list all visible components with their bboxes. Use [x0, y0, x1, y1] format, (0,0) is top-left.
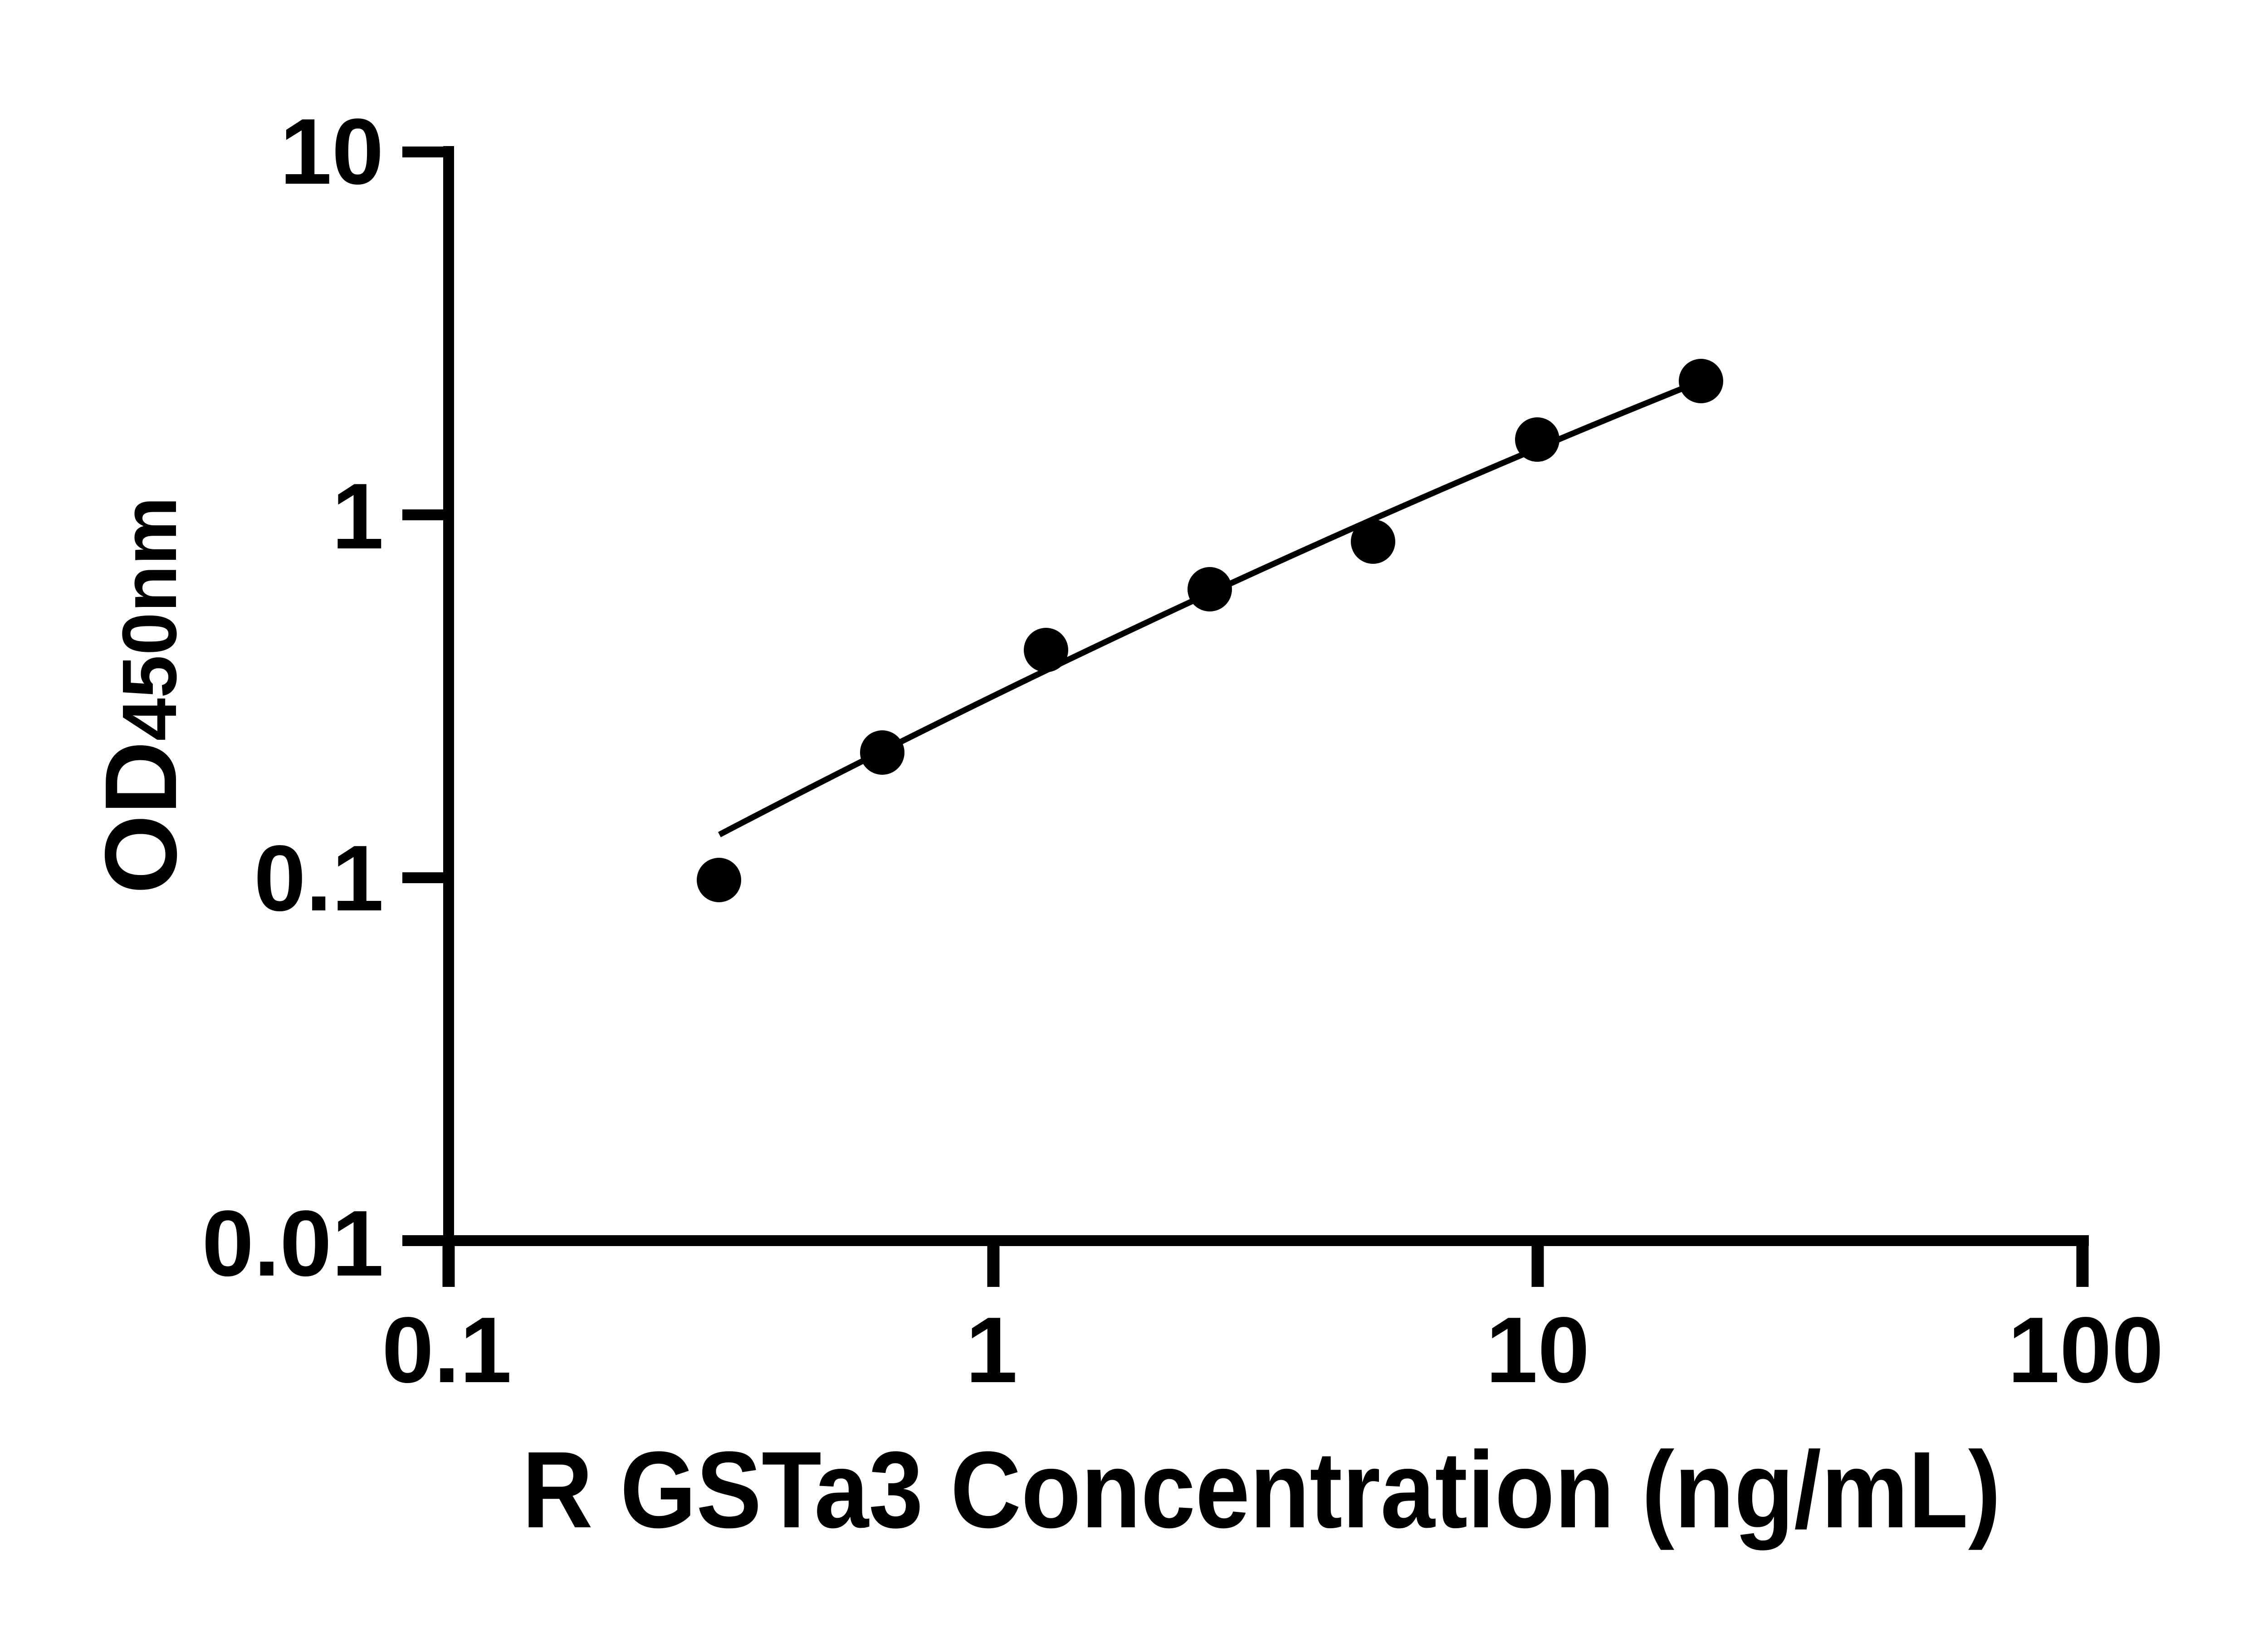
svg-text:1: 1: [332, 464, 384, 568]
svg-text:100: 100: [2008, 1298, 2164, 1402]
svg-text:R GSTa3 Concentration (ng/mL): R GSTa3 Concentration (ng/mL): [522, 1429, 2001, 1550]
svg-text:0.1: 0.1: [254, 826, 384, 930]
svg-text:1: 1: [966, 1298, 1018, 1402]
svg-text:10: 10: [280, 99, 384, 204]
svg-text:0.1: 0.1: [382, 1298, 512, 1402]
svg-text:10: 10: [1486, 1298, 1589, 1402]
svg-text:0.01: 0.01: [202, 1191, 384, 1296]
